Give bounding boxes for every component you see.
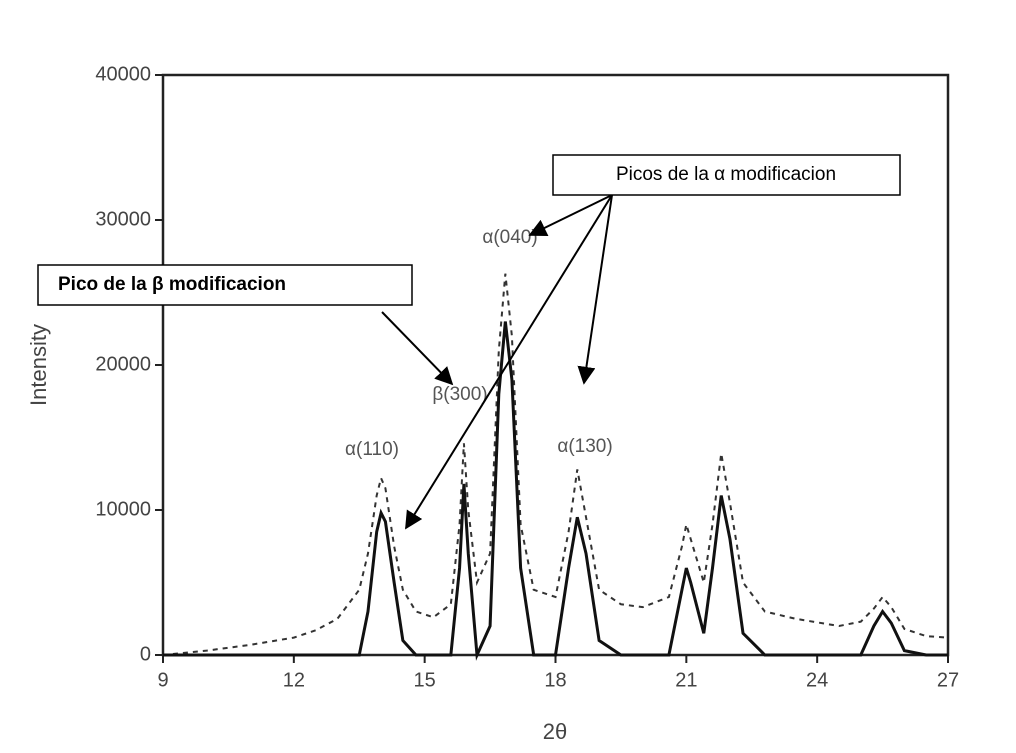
x-tick-label: 27 [937,669,959,691]
y-tick-label: 10000 [95,498,151,520]
annotation-text: Pico de la β modificacion [58,274,286,295]
x-tick-label: 24 [806,669,828,691]
arrow [405,194,613,530]
annotation-arrows [381,194,613,530]
arrow [577,194,613,385]
arrow [381,311,454,386]
x-tick-label: 18 [544,669,566,691]
x-tick-label: 15 [414,669,436,691]
data-line [162,273,949,656]
y-tick-label: 20000 [95,353,151,375]
x-tick-label: 9 [157,669,168,691]
arrow [528,194,613,236]
annotation-box [552,154,901,196]
annotation-text: Picos de la α modificacion [616,164,836,185]
x-tick-label: 12 [283,669,305,691]
peak-label: β(300) [432,384,487,405]
x-axis-label: 2θ [543,719,567,744]
peak-label: α(040) [482,227,537,248]
data-line [163,321,948,661]
peak-label: α(110) [345,439,399,460]
x-tick-label: 21 [675,669,697,691]
y-tick-label: 30000 [95,208,151,230]
annotation-box [37,264,413,306]
y-tick-label: 0 [140,643,151,665]
y-tick-label: 40000 [95,63,151,85]
peak-label: α(130) [557,436,612,457]
y-axis-label: Intensity [26,324,51,406]
